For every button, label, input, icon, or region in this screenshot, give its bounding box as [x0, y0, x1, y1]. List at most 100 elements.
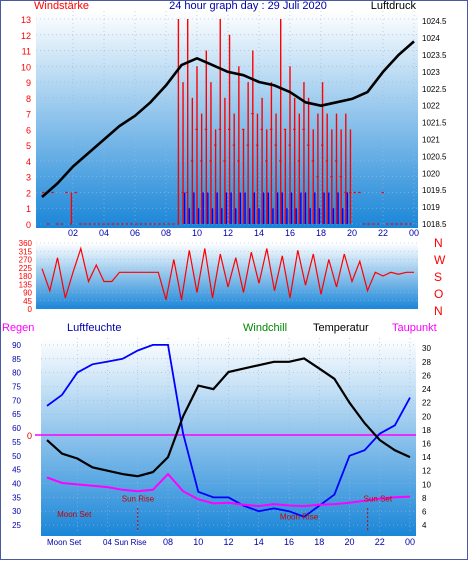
- humidity-tick-label: 25: [12, 521, 21, 530]
- compass-label: S: [434, 270, 442, 284]
- moon-set-label: Moon Set: [57, 510, 92, 519]
- compass-label: N: [434, 304, 443, 318]
- header-windstaerke: Windstärke: [34, 0, 89, 12]
- moon-rise-label: Moon Rise: [280, 513, 319, 522]
- humidity-tick-label: 85: [12, 355, 21, 364]
- temperature-tick-label: 28: [422, 358, 431, 367]
- axes-layer: 0123456789101112131018.510191019.5102010…: [12, 15, 447, 547]
- temperature-tick-label: 22: [422, 399, 431, 408]
- wind-tick-label: 9: [26, 78, 31, 88]
- sun-rise-axis-label: 04 Sun Rise: [103, 538, 147, 547]
- temperature-tick-label: 24: [422, 385, 431, 394]
- pressure-tick-label: 1023: [422, 68, 440, 77]
- compass-label: O: [434, 287, 443, 301]
- humidity-time-tick-label: 20: [344, 537, 354, 547]
- humidity-tick-label: 30: [12, 507, 21, 516]
- direction-tick-label: 225: [19, 264, 33, 273]
- legend-luftfeuchte: Luftfeuchte: [67, 322, 121, 334]
- sun-rise-label: Sun Rise: [122, 494, 155, 503]
- wind-tick-label: 6: [26, 125, 31, 135]
- legend-windchill: Windchill: [243, 322, 287, 334]
- direction-tick-label: 90: [23, 289, 32, 298]
- humidity-tick-label: 55: [12, 438, 21, 447]
- wind-time-tick-label: 16: [285, 228, 295, 238]
- wind-time-tick-label: 04: [99, 228, 109, 238]
- wind-tick-label: 2: [26, 188, 31, 198]
- sun-set-label: Sun Set: [364, 494, 393, 503]
- wind-time-tick-label: 06: [130, 228, 140, 238]
- wind-time-tick-label: 12: [223, 228, 233, 238]
- humidity-tick-label: 65: [12, 410, 21, 419]
- dewpoint-line: [46, 472, 411, 508]
- pressure-tick-label: 1020: [422, 169, 440, 178]
- humidity-time-tick-label: 18: [314, 537, 324, 547]
- legend-regen: Regen: [2, 322, 34, 334]
- wind-tick-label: 3: [26, 173, 31, 183]
- temperature-tick-label: 20: [422, 412, 431, 421]
- wind-time-tick-label: 08: [161, 228, 171, 238]
- pressure-tick-label: 1018.5: [422, 220, 447, 229]
- wind-tick-label: 13: [21, 15, 31, 25]
- pressure-tick-label: 1019.5: [422, 186, 447, 195]
- wind-tick-label: 4: [26, 157, 31, 167]
- humidity-time-tick-label: 12: [223, 537, 233, 547]
- humidity-time-tick-label: 14: [254, 537, 264, 547]
- temperature-tick-label: 14: [422, 453, 431, 462]
- temperature-tick-label: 4: [422, 521, 427, 530]
- temperature-tick-label: 30: [422, 344, 431, 353]
- wind-tick-label: 5: [26, 141, 31, 151]
- legend-taupunkt: Taupunkt: [392, 322, 437, 334]
- humidity-tick-label: 70: [12, 396, 21, 405]
- humidity-tick-label: 60: [12, 424, 21, 433]
- wind-time-tick-label: 10: [192, 228, 202, 238]
- wind-time-tick-label: 14: [254, 228, 264, 238]
- temperature-tick-label: 16: [422, 440, 431, 449]
- pressure-tick-label: 1021: [422, 135, 440, 144]
- wind-time-tick-label: 22: [378, 228, 388, 238]
- wind-direction-line: [41, 246, 414, 300]
- pressure-tick-label: 1020.5: [422, 152, 447, 161]
- moon-set-axis-label: Moon Set: [47, 538, 82, 547]
- header-luftdruck: Luftdruck: [371, 0, 417, 12]
- humidity-time-tick-label: 10: [193, 537, 203, 547]
- temperature-tick-label: 6: [422, 508, 427, 517]
- legend-temperatur: Temperatur: [313, 322, 369, 334]
- direction-tick-label: 315: [19, 247, 33, 256]
- pressure-line: [41, 40, 415, 198]
- humidity-tick-label: 75: [12, 383, 21, 392]
- compass-label: N: [434, 236, 443, 250]
- temperature-line: [46, 357, 411, 478]
- direction-tick-label: 45: [23, 297, 32, 306]
- humidity-time-tick-label: 16: [284, 537, 294, 547]
- temperature-tick-label: 12: [422, 467, 431, 476]
- wind-tick-label: 12: [21, 31, 31, 41]
- wind-tick-label: 7: [26, 110, 31, 120]
- compass-label: W: [434, 253, 446, 267]
- wind-tick-label: 0: [26, 220, 31, 230]
- humidity-time-tick-label: 22: [375, 537, 385, 547]
- humidity-line: [46, 344, 411, 518]
- wind-pressure-panel: [36, 11, 418, 228]
- wind-time-tick-label: 18: [316, 228, 326, 238]
- direction-tick-label: 270: [19, 256, 33, 265]
- temperature-tick-label: 26: [422, 371, 431, 380]
- humidity-tick-label: 40: [12, 480, 21, 489]
- temperature-tick-label: 8: [422, 494, 427, 503]
- direction-tick-label: 135: [19, 280, 33, 289]
- humidity-tick-label: 45: [12, 466, 21, 475]
- pressure-tick-label: 1024: [422, 34, 440, 43]
- wind-time-tick-label: 20: [347, 228, 357, 238]
- wind-tick-label: 11: [22, 47, 31, 57]
- pressure-tick-label: 1021.5: [422, 119, 447, 128]
- pressure-tick-label: 1023.5: [422, 51, 447, 60]
- direction-tick-label: 180: [19, 272, 33, 281]
- pressure-tick-label: 1022: [422, 102, 440, 111]
- temperature-tick-label: 18: [422, 426, 431, 435]
- humidity-time-tick-label: 00: [405, 537, 415, 547]
- temperature-tick-label: 10: [422, 480, 431, 489]
- wind-time-tick-label: 02: [68, 228, 78, 238]
- wind-tick-label: 8: [26, 94, 31, 104]
- humidity-tick-label: 80: [12, 369, 21, 378]
- pressure-tick-label: 1022.5: [422, 85, 447, 94]
